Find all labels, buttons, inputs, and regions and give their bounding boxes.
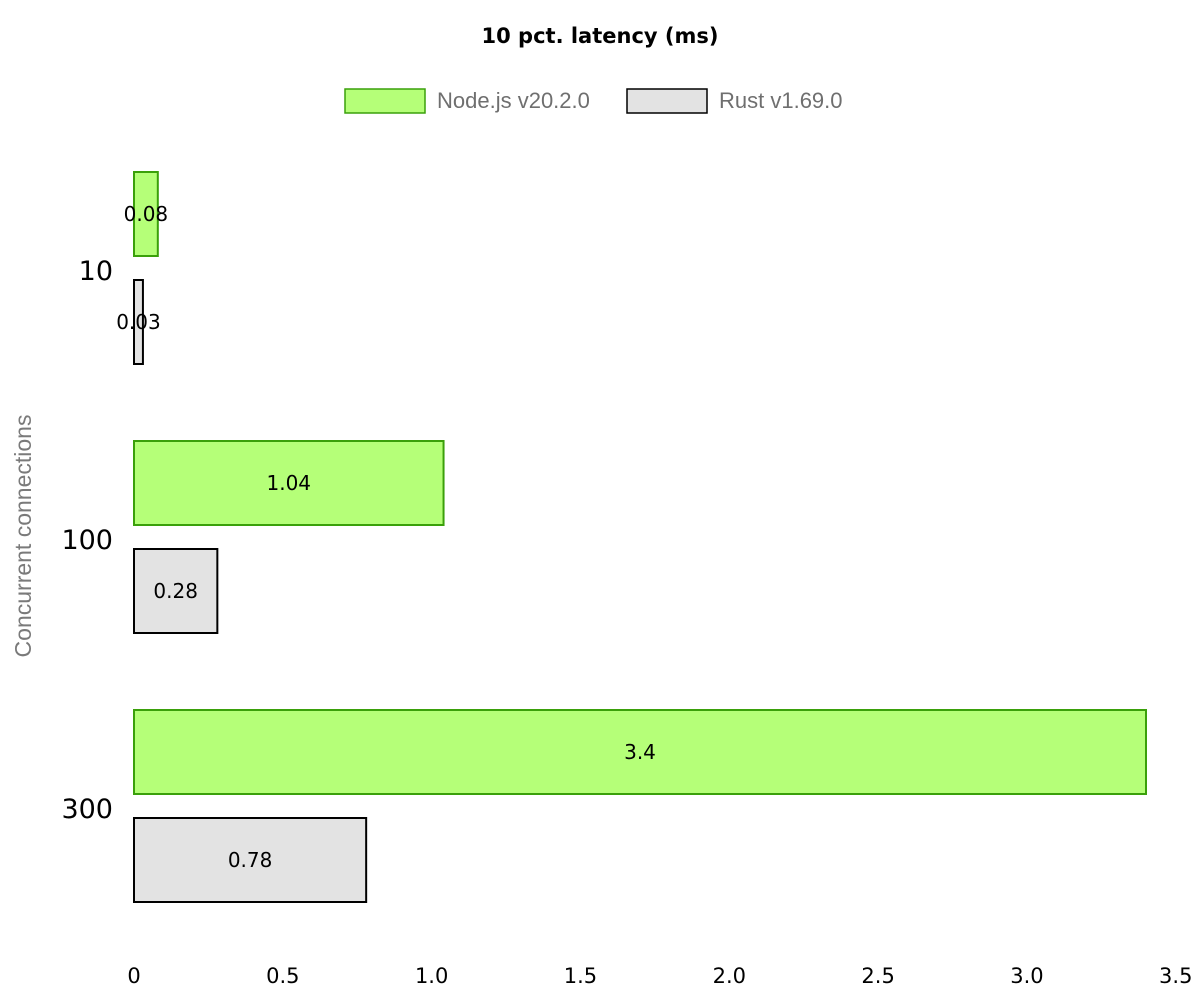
legend-swatch-rust	[626, 88, 708, 114]
legend-label-node: Node.js v20.2.0	[437, 88, 590, 113]
data-label-rust-10: 0.03	[116, 310, 161, 334]
x-tick-label: 3.5	[1159, 964, 1192, 988]
category-label-300: 300	[61, 794, 113, 825]
data-label-rust-300: 0.78	[228, 848, 273, 872]
data-label-rust-100: 0.28	[153, 579, 198, 603]
legend-label-rust: Rust v1.69.0	[719, 88, 843, 113]
data-label-node-300: 3.4	[624, 740, 656, 764]
bar-node-300	[133, 709, 1147, 795]
x-tick-label: 0.5	[266, 964, 299, 988]
category-label-100: 100	[61, 525, 113, 556]
legend-swatch-node	[344, 88, 426, 114]
x-tick-label: 2.0	[713, 964, 746, 988]
chart-title: 10 pct. latency (ms)	[482, 24, 719, 48]
data-label-node-10: 0.08	[124, 202, 169, 226]
bar-node-10	[133, 171, 159, 257]
x-tick-label: 3.0	[1010, 964, 1043, 988]
x-tick-label: 2.5	[861, 964, 894, 988]
category-label-10: 10	[79, 256, 113, 287]
x-tick-label: 1.5	[564, 964, 597, 988]
data-label-node-100: 1.04	[267, 471, 312, 495]
bar-rust-100	[133, 548, 219, 634]
bar-node-100	[133, 440, 445, 526]
x-tick-label: 1.0	[415, 964, 448, 988]
x-tick-label: 0	[127, 964, 140, 988]
bar-rust-300	[133, 817, 368, 903]
bar-rust-10	[133, 279, 144, 365]
legend: Node.js v20.2.0 Rust v1.69.0	[344, 88, 843, 114]
y-axis-label: Concurrent connections	[10, 415, 36, 658]
